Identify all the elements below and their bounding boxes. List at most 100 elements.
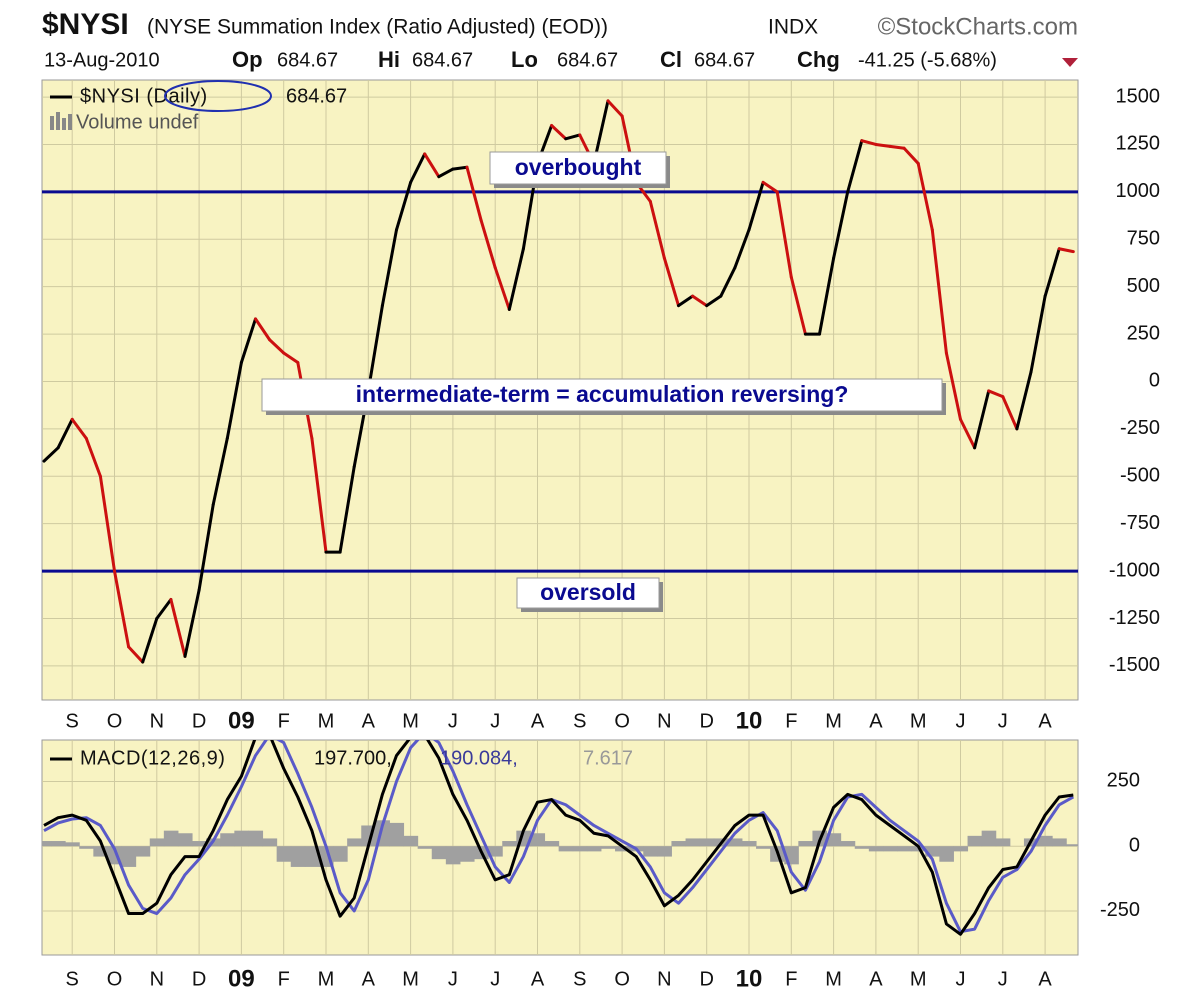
histogram-bar xyxy=(727,838,743,847)
volume-label: Volume undef xyxy=(76,111,199,133)
symbol: $NYSI xyxy=(42,8,129,41)
price-segment xyxy=(155,598,173,620)
change-label: Chg xyxy=(797,47,840,72)
highlight-ellipse xyxy=(164,80,272,112)
exchange: INDX xyxy=(768,16,818,39)
price-segment xyxy=(507,247,525,311)
histogram-bar xyxy=(347,838,362,847)
quote-value: 684.67 xyxy=(557,49,618,71)
price-segment xyxy=(183,588,201,658)
y-tick-label: -1250 xyxy=(1109,607,1160,629)
price-segment xyxy=(648,199,666,260)
price-segment xyxy=(338,465,356,554)
quote-label: Lo xyxy=(511,47,538,72)
histogram-bar xyxy=(459,846,475,862)
date: 13-Aug-2010 xyxy=(44,49,160,71)
histogram-bar xyxy=(671,841,687,847)
x-tick-label: F xyxy=(278,968,290,990)
histogram-bar xyxy=(79,846,94,849)
x-tick-label: M xyxy=(318,710,335,732)
reference-label: overbought xyxy=(515,154,642,180)
histogram-bar xyxy=(149,838,165,847)
price-segment xyxy=(70,417,88,440)
quote-value: 684.67 xyxy=(277,49,338,71)
histogram-bar xyxy=(685,838,701,847)
price-segment xyxy=(691,294,709,308)
price-segment xyxy=(239,317,257,365)
histogram-bar xyxy=(445,846,461,865)
signal-line xyxy=(43,740,1075,934)
y-tick-label: 250 xyxy=(1127,322,1160,344)
x-tick-label: O xyxy=(614,710,630,732)
price-segment xyxy=(747,180,765,232)
histogram-bar xyxy=(65,842,80,847)
price-segment xyxy=(987,389,1005,399)
price-segment xyxy=(902,146,920,165)
x-tick-label: J xyxy=(956,710,966,732)
y-tick-label: -250 xyxy=(1120,417,1160,439)
x-tick-label: A xyxy=(531,710,545,732)
histogram-bar xyxy=(192,841,207,847)
x-tick-label: A xyxy=(531,968,545,990)
price-segment xyxy=(789,275,807,336)
price-segment xyxy=(1015,370,1033,431)
source: ©StockCharts.com xyxy=(878,13,1078,40)
x-tick-label: N xyxy=(150,968,164,990)
price-segment xyxy=(197,503,215,592)
price-segment xyxy=(860,139,878,146)
price-marks xyxy=(42,99,1078,664)
x-tick-label: A xyxy=(1038,968,1052,990)
histogram-bar xyxy=(177,833,193,847)
price-segment xyxy=(662,256,680,308)
price-segment xyxy=(1057,247,1075,254)
histogram-bar xyxy=(868,846,884,852)
quote-value: 684.67 xyxy=(694,49,755,71)
price-segment xyxy=(479,218,497,270)
y-tick-label: -750 xyxy=(1120,512,1160,534)
price-segment xyxy=(56,417,74,450)
price-segment xyxy=(550,124,568,141)
legend-label: $NYSI (Daily) xyxy=(80,85,208,107)
x-tick-label: J xyxy=(448,710,458,732)
x-tick-label: M xyxy=(318,968,335,990)
histogram-bar xyxy=(600,846,616,849)
x-tick-label: A xyxy=(869,710,883,732)
price-segment xyxy=(423,152,441,179)
price-segment xyxy=(959,417,977,450)
histogram-bar xyxy=(431,846,447,860)
price-segment xyxy=(211,436,229,507)
price-segment xyxy=(705,294,723,308)
x-tick-label: M xyxy=(910,710,927,732)
y-tick-label: 250 xyxy=(1107,770,1140,792)
x-tick-label: N xyxy=(657,710,671,732)
quote-value: 684.67 xyxy=(412,49,473,71)
y-tick-label: 1250 xyxy=(1116,133,1161,155)
price-segment xyxy=(916,161,934,232)
quote-label: Op xyxy=(232,47,263,72)
x-tick-label: A xyxy=(869,968,883,990)
x-tick-label: J xyxy=(490,968,500,990)
x-tick-label: 10 xyxy=(736,707,763,734)
price-segment xyxy=(98,474,116,573)
x-tick-label: A xyxy=(362,710,376,732)
histogram-bar xyxy=(882,846,898,852)
price-segment xyxy=(395,180,413,232)
x-tick-label: F xyxy=(785,968,797,990)
x-tick-label: A xyxy=(1038,710,1052,732)
histogram-bar xyxy=(304,846,320,867)
price-segment xyxy=(944,351,962,421)
x-tick-label: 10 xyxy=(736,965,763,992)
histogram-bar xyxy=(615,846,630,852)
y-tick-label: 0 xyxy=(1129,834,1140,856)
price-segment xyxy=(973,389,991,450)
x-tick-label: M xyxy=(402,710,419,732)
price-segment xyxy=(465,165,483,222)
x-tick-label: D xyxy=(699,968,713,990)
quote-label: Cl xyxy=(660,47,682,72)
price-segment xyxy=(846,139,864,194)
price-segment xyxy=(493,266,511,311)
reference-label-box xyxy=(516,577,660,609)
price-segment xyxy=(409,152,427,184)
histogram-bar xyxy=(502,841,517,847)
histogram-bar xyxy=(403,835,419,847)
